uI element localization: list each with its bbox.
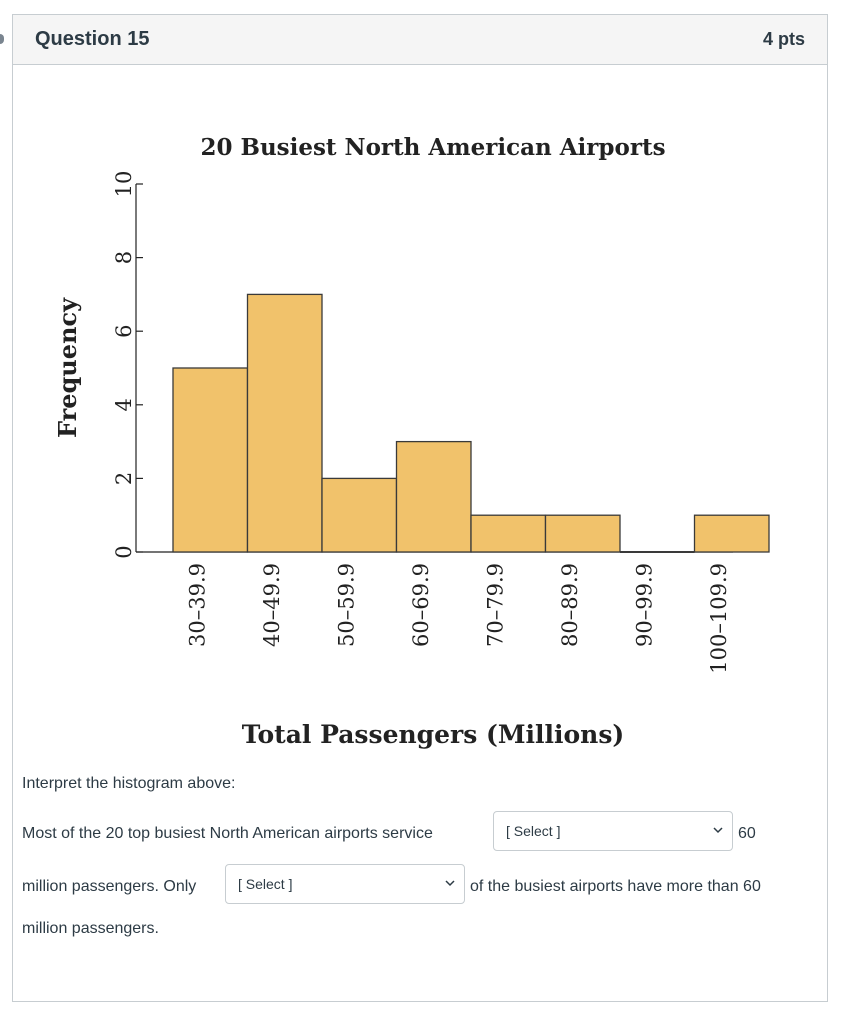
- histogram-bar: [470, 514, 547, 553]
- select-dropdown-1[interactable]: [ Select ]: [493, 811, 733, 851]
- x-tick-label: 50–59.9: [334, 563, 358, 647]
- x-tick-label: 70–79.9: [483, 563, 507, 647]
- select-dropdown-2[interactable]: [ Select ]: [225, 864, 465, 904]
- x-tick-label: 80–89.9: [558, 563, 582, 647]
- histogram-bar: [246, 293, 323, 553]
- question-marker: [0, 34, 4, 44]
- question-points: 4 pts: [762, 29, 805, 49]
- histogram-chart: 20 Busiest North American Airports 0 2 4 6 8 1…: [53, 134, 770, 749]
- chevron-down-icon: [445, 880, 455, 887]
- x-tick-label: 90–99.9: [632, 563, 656, 647]
- sentence2-before: million passengers. Only: [22, 878, 197, 895]
- x-tick-label: 40–49.9: [260, 563, 284, 647]
- histogram-bar: [544, 514, 621, 553]
- prompt-text: Interpret the histogram above:: [22, 775, 236, 792]
- y-tick-label: 0: [112, 545, 136, 558]
- y-tick-label: 4: [112, 398, 136, 411]
- sentence1-before: Most of the 20 top busiest North America…: [22, 825, 433, 842]
- select-1-value: [ Select ]: [506, 823, 561, 839]
- x-tick-label: 100–109.9: [707, 563, 731, 674]
- histogram-bar: [395, 440, 472, 553]
- select-2-value: [ Select ]: [238, 876, 293, 892]
- sentence1-after: 60: [738, 825, 756, 842]
- question-header: Question 15 4 pts: [13, 15, 827, 65]
- y-tick-label: 2: [112, 472, 136, 485]
- x-axis-label: Total Passengers (Millions): [242, 720, 625, 749]
- y-tick-label: 8: [112, 251, 136, 264]
- histogram-bar: [693, 514, 770, 553]
- chart-title: 20 Busiest North American Airports: [200, 134, 665, 161]
- question-title: Question 15: [35, 28, 150, 50]
- sentence3: million passengers.: [22, 920, 159, 937]
- x-tick-label: 30–39.9: [185, 563, 209, 647]
- y-tick-label: 10: [112, 171, 136, 198]
- histogram-bar: [321, 477, 398, 553]
- x-tick-label: 60–69.9: [409, 563, 433, 647]
- sentence2-after: of the busiest airports have more than 6…: [470, 878, 761, 895]
- y-tick-label: 6: [112, 325, 136, 338]
- chevron-down-icon: [713, 827, 723, 834]
- histogram-bar: [172, 367, 249, 553]
- y-axis-label: Frequency: [53, 297, 82, 438]
